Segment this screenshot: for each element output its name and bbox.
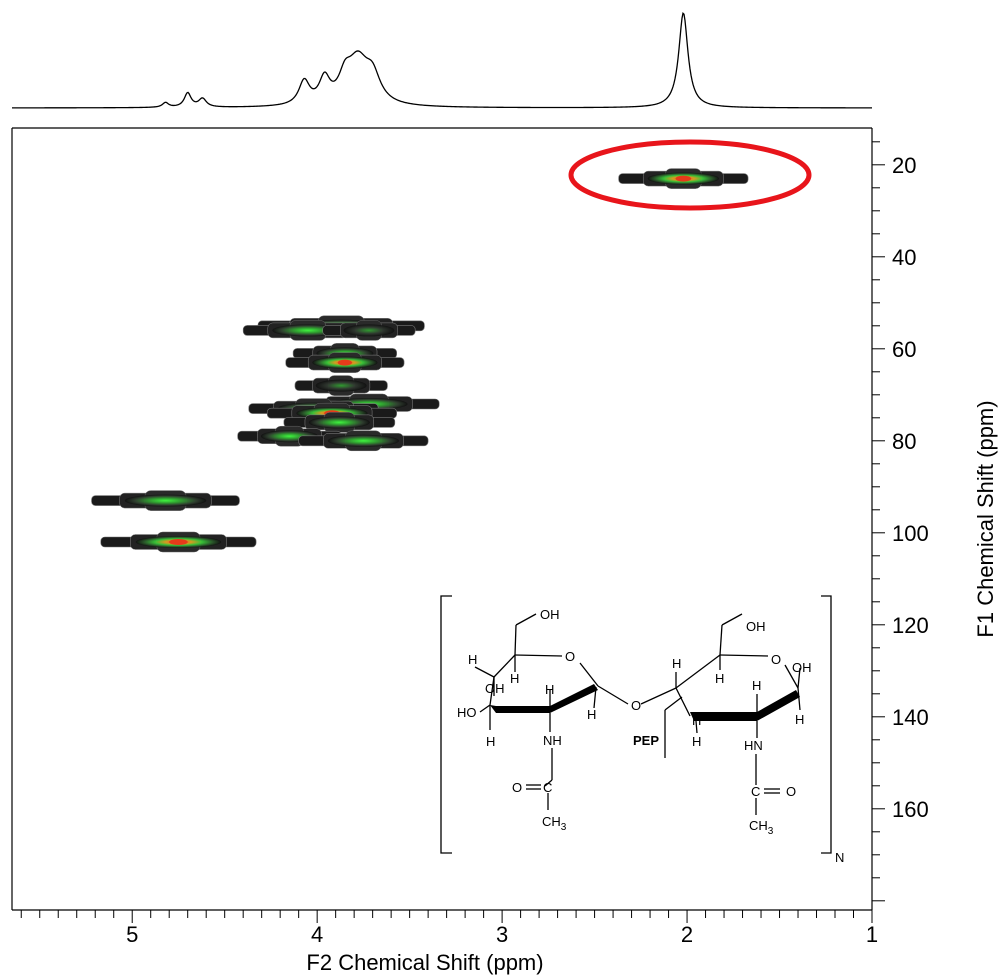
svg-text:H: H — [468, 652, 477, 667]
cross-peak — [100, 531, 257, 553]
cross-peak — [283, 412, 396, 433]
x-tick-label: 1 — [866, 922, 878, 947]
svg-text:H: H — [692, 713, 701, 728]
svg-text:H: H — [752, 678, 761, 693]
cross-peak — [294, 375, 388, 396]
y-tick-label: 120 — [892, 613, 929, 638]
x-tick-label: 5 — [126, 922, 138, 947]
svg-text:O: O — [565, 649, 575, 664]
x-axis-label: F2 Chemical Shift (ppm) — [306, 950, 543, 975]
svg-text:H: H — [587, 707, 596, 722]
left-ring-wedge — [490, 705, 550, 713]
svg-text:HN: HN — [744, 738, 763, 753]
svg-text:H: H — [486, 734, 495, 749]
svg-text:H: H — [672, 656, 681, 671]
svg-text:C: C — [751, 784, 760, 799]
cross-peak — [618, 168, 749, 189]
highlight-ellipse — [568, 139, 812, 211]
svg-text:CH3: CH3 — [749, 818, 774, 837]
svg-text:O: O — [512, 780, 522, 795]
x-tick-label: 2 — [681, 922, 693, 947]
cross-peak — [285, 352, 405, 373]
cross-peak — [298, 430, 429, 452]
svg-text:H: H — [510, 671, 519, 686]
projection-spectrum-line — [12, 12, 872, 109]
y-axis-label: F1 Chemical Shift (ppm) — [973, 400, 998, 637]
svg-text:N: N — [835, 850, 844, 865]
left-bracket — [440, 595, 452, 854]
svg-text:CH3: CH3 — [542, 814, 567, 833]
x-tick-label: 3 — [496, 922, 508, 947]
svg-text:O: O — [631, 698, 641, 713]
svg-text:OH: OH — [792, 660, 812, 675]
left-ring-wedge-right — [550, 684, 598, 713]
cross-peaks — [91, 168, 749, 553]
y-tick-label: 80 — [892, 429, 916, 454]
y-axis: 20 40 60 80 100 120 140 160 — [872, 141, 929, 902]
y-tick-label: 60 — [892, 337, 916, 362]
x-tick-label: 4 — [311, 922, 323, 947]
structure-labels: OH O H OH H H HO H H NH O C CH3 O OH H O… — [457, 607, 844, 865]
svg-text:H: H — [545, 682, 554, 697]
svg-text:O: O — [786, 784, 796, 799]
svg-text:H: H — [692, 734, 701, 749]
y-tick-label: 160 — [892, 797, 929, 822]
cross-peak — [322, 320, 416, 341]
svg-text:PEP: PEP — [633, 733, 659, 748]
svg-text:OH: OH — [746, 619, 766, 634]
svg-text:OH: OH — [485, 681, 505, 696]
y-tick-label: 100 — [892, 521, 929, 546]
svg-text:HO: HO — [457, 705, 477, 720]
svg-text:OH: OH — [540, 607, 560, 622]
svg-text:NH: NH — [543, 733, 562, 748]
y-tick-label: 20 — [892, 153, 916, 178]
y-tick-label: 140 — [892, 705, 929, 730]
svg-text:O: O — [771, 652, 781, 667]
right-ring-wedge — [690, 712, 757, 721]
right-bracket — [821, 595, 832, 854]
plot-frame — [11, 127, 873, 911]
cross-peak — [91, 490, 240, 511]
chemical-structure — [440, 595, 832, 854]
svg-text:C: C — [543, 780, 552, 795]
y-tick-label: 40 — [892, 245, 916, 270]
right-ring-wedge-right — [757, 690, 800, 721]
svg-text:H: H — [715, 671, 724, 686]
x-axis: 5 4 3 2 1 — [20, 910, 878, 947]
svg-text:H: H — [795, 712, 804, 727]
